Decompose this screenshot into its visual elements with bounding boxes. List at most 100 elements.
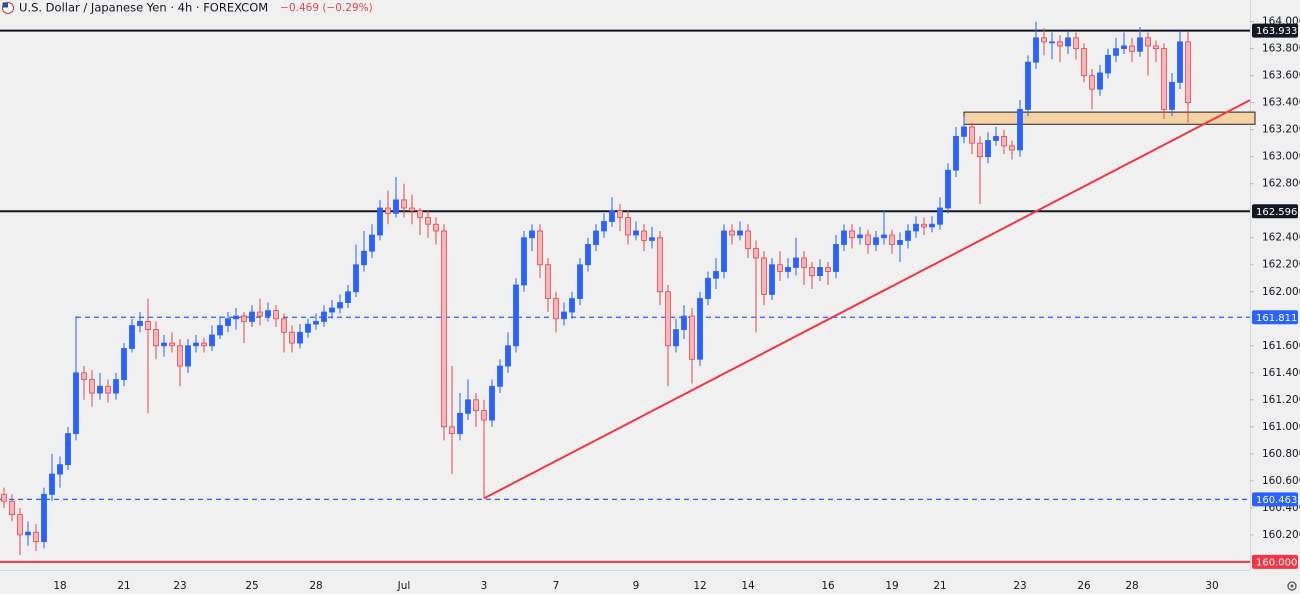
candle-body [25, 531, 31, 536]
candle-body [289, 331, 295, 344]
candle-body [801, 257, 807, 268]
y-tick-label: 161.000 [1262, 421, 1300, 433]
candle-body [1161, 48, 1167, 110]
y-tick-label: 162.200 [1262, 259, 1300, 271]
settings-icon[interactable] [1287, 581, 1297, 591]
candle-body [1145, 37, 1151, 47]
candle-body [265, 310, 271, 317]
candle-body [649, 237, 655, 241]
candle-body [777, 264, 783, 272]
candle-body [49, 473, 55, 495]
candle-body [241, 315, 247, 322]
candle-body [1129, 45, 1135, 52]
candle-body [233, 315, 239, 320]
x-tick-label: 18 [53, 580, 66, 592]
candle-body [1177, 41, 1183, 83]
candle-body [257, 311, 263, 317]
candle-body [249, 311, 255, 322]
candle-body [881, 234, 887, 239]
candle-body [305, 323, 311, 333]
support-zone [963, 111, 1256, 125]
candle-body [377, 207, 383, 236]
candle-body [113, 379, 119, 394]
candle-body [337, 302, 343, 309]
chart-title: U.S. Dollar / Japanese Yen · 4h · FOREXC… [19, 1, 268, 15]
candle-body [705, 277, 711, 299]
candle-body [217, 325, 223, 336]
candle-body [1153, 45, 1159, 50]
candle-body [945, 169, 951, 209]
candle-body [1169, 81, 1175, 110]
candle-body [753, 248, 759, 259]
candle-body [953, 136, 959, 171]
candle-body [529, 230, 535, 239]
candle-body [633, 230, 639, 236]
candle-body [857, 234, 863, 239]
candle-body [361, 250, 367, 266]
x-tick-label: 3 [481, 580, 488, 592]
y-tick-label: 161.600 [1262, 340, 1300, 352]
candle-body [1089, 75, 1095, 90]
candle-body [401, 199, 407, 209]
candle-body [897, 240, 903, 245]
candle-body [833, 244, 839, 272]
candle-body [153, 329, 159, 347]
candle-body [513, 284, 519, 347]
x-tick-label: 16 [821, 580, 835, 592]
x-tick-label: 23 [1013, 580, 1026, 592]
candle-body [569, 298, 575, 313]
y-tick-label: 160.600 [1262, 475, 1300, 487]
level-label: 161.811 [1256, 313, 1297, 324]
candle-body [1009, 145, 1015, 151]
candle-body [97, 385, 103, 394]
candle-body [1081, 48, 1087, 77]
candle-body [473, 399, 479, 412]
level-label-box [1252, 204, 1298, 219]
candle-body [33, 531, 39, 543]
candle-body [345, 291, 351, 303]
candle-body [937, 207, 943, 225]
candle-body [449, 426, 455, 434]
candle-body [553, 298, 559, 320]
candle-body [161, 342, 167, 347]
candle-body [465, 399, 471, 414]
x-tick-label: 19 [885, 580, 898, 592]
y-tick-label: 161.200 [1262, 394, 1300, 406]
candle-body [585, 244, 591, 266]
candle-body [537, 230, 543, 266]
x-tick-label: 14 [741, 580, 755, 592]
y-tick-label: 160.200 [1262, 529, 1300, 541]
level-label: 160.000 [1256, 557, 1297, 568]
candle-body [409, 207, 415, 212]
candle-body [625, 217, 631, 236]
y-tick-label: 162.400 [1262, 232, 1300, 244]
candle-body [913, 223, 919, 232]
candle-body [321, 311, 327, 322]
candle-body [681, 315, 687, 330]
candle-body [969, 126, 975, 144]
candle-body [489, 385, 495, 421]
candle-body [545, 264, 551, 299]
candle-body [721, 230, 727, 272]
x-tick-label: 25 [245, 580, 258, 592]
candle-body [641, 230, 647, 241]
level-label-box [1252, 554, 1298, 569]
y-tick-label: 162.800 [1262, 178, 1300, 190]
candle-body [1097, 72, 1103, 90]
candle-body [145, 321, 151, 330]
candle-body [817, 267, 823, 276]
candle-body [793, 257, 799, 268]
candle-body [281, 318, 287, 333]
candle-body [425, 217, 431, 225]
candle-body [1057, 41, 1063, 47]
y-tick-label: 163.200 [1262, 124, 1300, 136]
candle-body [137, 321, 143, 326]
candle-body [561, 311, 567, 320]
candle-body [9, 500, 15, 516]
candle-body [889, 234, 895, 245]
candle-body [57, 464, 63, 475]
candle-body [497, 365, 503, 387]
x-tick-label: 26 [1077, 580, 1091, 592]
